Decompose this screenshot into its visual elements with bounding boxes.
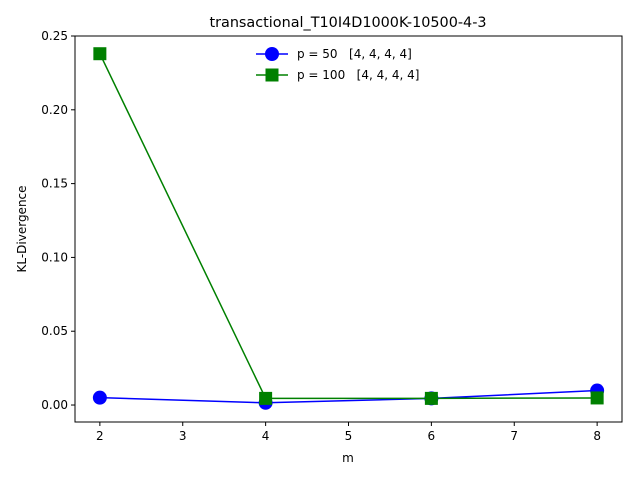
x-tick-label: 2 xyxy=(96,429,104,443)
y-axis-label: KL-Divergence xyxy=(15,185,29,272)
legend-label: p = 100 [4, 4, 4, 4] xyxy=(297,68,419,82)
data-point-square xyxy=(93,47,107,61)
x-tick-label: 5 xyxy=(345,429,353,443)
y-tick-label: 0.00 xyxy=(41,398,68,412)
data-point-square xyxy=(590,391,604,405)
series-line xyxy=(99,389,598,404)
x-tick-label: 4 xyxy=(262,429,270,443)
legend-entry: p = 100 [4, 4, 4, 4] xyxy=(256,68,419,82)
x-axis-label: m xyxy=(342,451,354,465)
x-tick-label: 8 xyxy=(593,429,601,443)
legend: p = 50 [4, 4, 4, 4] p = 100 [4, 4, 4, 4] xyxy=(256,47,419,82)
series-line xyxy=(99,53,598,400)
y-tick-label: 0.25 xyxy=(41,29,68,43)
legend-marker-circle xyxy=(265,47,279,61)
legend-label: p = 50 [4, 4, 4, 4] xyxy=(297,47,412,61)
y-tick-label: 0.05 xyxy=(41,324,68,338)
x-tick-label: 7 xyxy=(510,429,518,443)
x-tick-label: 3 xyxy=(179,429,187,443)
legend-marker-square xyxy=(265,68,279,82)
data-point-square xyxy=(424,391,438,405)
series-2 xyxy=(93,47,604,405)
series-layer xyxy=(92,47,605,410)
y-axis-ticks: 0.00 0.05 0.10 0.15 0.20 0.25 xyxy=(41,29,75,412)
x-tick-label: 6 xyxy=(428,429,436,443)
legend-entry: p = 50 [4, 4, 4, 4] xyxy=(256,47,412,61)
y-tick-label: 0.20 xyxy=(41,103,68,117)
data-point-square xyxy=(259,391,273,405)
chart-title: transactional_T10I4D1000K-10500-4-3 xyxy=(209,15,486,31)
y-tick-label: 0.10 xyxy=(41,250,68,264)
x-axis-ticks: 2 3 4 5 6 7 8 xyxy=(96,422,601,443)
y-tick-label: 0.15 xyxy=(41,177,68,191)
data-point-circle xyxy=(92,390,107,405)
